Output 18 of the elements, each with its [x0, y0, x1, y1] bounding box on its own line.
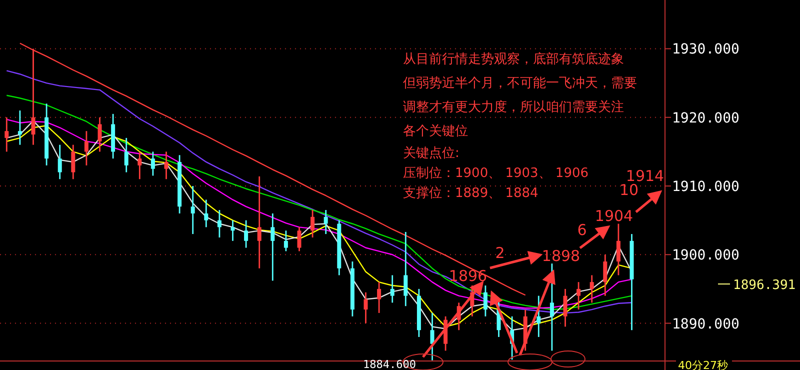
annotation: 各个关键位 [403, 124, 468, 139]
y-tick-label: 1890.000 [672, 316, 740, 332]
annotation: 1904 [594, 207, 634, 225]
annotation: 1896 [448, 267, 488, 285]
annotation: 从目前行情走势观察，底部有筑底迹象 [403, 51, 624, 67]
annotation: 但弱势近半个月，不可能一飞冲天，需要 [403, 76, 637, 91]
text: 1896.391 [733, 278, 796, 293]
annotation: 关键点位: [403, 146, 460, 161]
annotation: 2 [495, 244, 505, 262]
annotation: 1898 [542, 247, 580, 265]
y-tick-label: 1930.000 [672, 42, 740, 58]
annotation: 6 [577, 221, 587, 239]
y-tick-label: 1910.000 [672, 178, 740, 195]
annotation: 压制位：1900、 1903、 1906 [403, 166, 589, 181]
y-tick-label: 1900.000 [672, 248, 740, 264]
y-tick-label: 1920.000 [672, 110, 740, 126]
annotation: 支撑位：1889、 1884 [403, 186, 538, 201]
annotation: 调整才有更大力度，所以咱们需要关注 [403, 99, 624, 115]
